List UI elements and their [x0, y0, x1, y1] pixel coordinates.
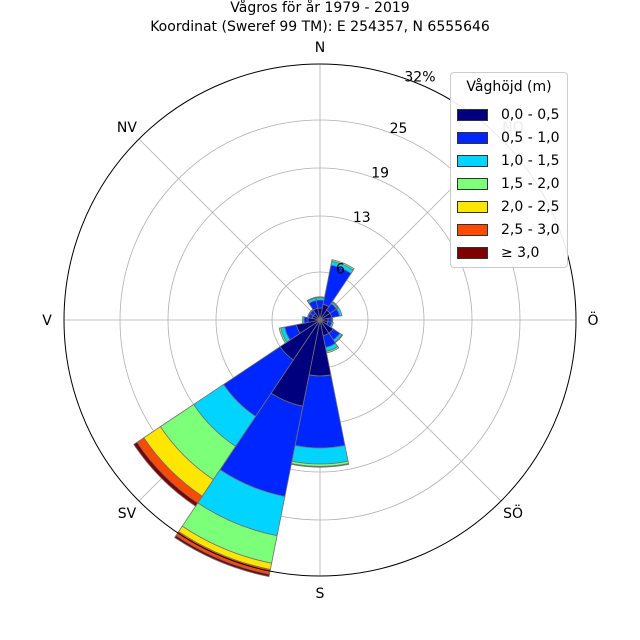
legend-swatch	[457, 155, 488, 167]
rose-segment-90-bin2	[331, 317, 334, 323]
rose-segment-270-bin2	[302, 316, 305, 324]
direction-label-nv: NV	[117, 120, 137, 136]
radial-tick-labels: 6 13 19 25 32%	[336, 69, 436, 277]
direction-label-sv: SV	[118, 506, 137, 522]
legend-item: 0,0 - 0,5	[457, 107, 567, 125]
polar-outer-circle	[63, 63, 577, 577]
chart-title: Vågros för år 1979 - 2019	[230, 0, 410, 16]
radial-tick-label-3: 25	[390, 121, 408, 137]
radial-tick-label-4: 32%	[404, 69, 435, 85]
direction-label-s: S	[316, 586, 325, 602]
polar-frame	[63, 63, 577, 577]
legend-label: 0,0 - 0,5	[501, 107, 560, 123]
grid-spoke-315	[138, 138, 321, 321]
legend: Våghöjd (m) 0,0 - 0,5 0,5 - 1,0 1,0 - 1,5 1…	[450, 72, 568, 268]
direction-label-v: V	[42, 313, 52, 329]
legend-label: 1,5 - 2,0	[501, 176, 560, 192]
legend-item: ≥ 3,0	[457, 245, 567, 263]
legend-swatch	[457, 132, 488, 144]
legend-item: 2,5 - 3,0	[457, 222, 567, 240]
rose-segment-337.5-bin3	[306, 296, 317, 302]
rose-segment-67.5-bin2	[336, 307, 343, 317]
legend-label: 1,0 - 1,5	[501, 153, 560, 169]
legend-item: 1,5 - 2,0	[457, 176, 567, 194]
legend-swatch	[457, 109, 488, 121]
direction-label-so: SÖ	[503, 504, 523, 522]
legend-label: 0,5 - 1,0	[501, 130, 560, 146]
legend-swatch	[457, 178, 488, 190]
radial-tick-label-1: 13	[353, 210, 371, 226]
legend-item: 1,0 - 1,5	[457, 153, 567, 171]
rose-segment-247.5-bin3	[278, 327, 288, 344]
grid-spoke-135	[319, 319, 502, 502]
chart-subtitle: Koordinat (Sweref 99 TM): E 254357, N 65…	[150, 19, 490, 35]
rose-segment-225-bin6	[133, 441, 199, 507]
radial-tick-label-2: 19	[371, 166, 389, 182]
legend-item: 0,5 - 1,0	[457, 130, 567, 148]
rose-segment-22.5-bin3	[331, 259, 355, 271]
legend-title: Våghöjd (m)	[466, 79, 552, 95]
rose-bars	[133, 259, 355, 578]
legend-swatch	[457, 247, 488, 259]
legend-label: 2,5 - 3,0	[501, 222, 560, 238]
rose-segment-202.5-bin6	[174, 534, 270, 578]
rose-segment-0-bin3	[315, 296, 325, 299]
legend-label: 2,0 - 2,5	[501, 199, 560, 215]
legend-label: ≥ 3,0	[501, 245, 540, 261]
rose-segment-180-bin2	[291, 445, 349, 465]
legend-item: 2,0 - 2,5	[457, 199, 567, 217]
direction-label-o: Ö	[587, 311, 598, 329]
direction-label-n: N	[315, 40, 325, 56]
legend-swatch	[457, 201, 488, 213]
radial-tick-label-0: 6	[336, 262, 345, 278]
legend-swatch	[457, 224, 488, 236]
